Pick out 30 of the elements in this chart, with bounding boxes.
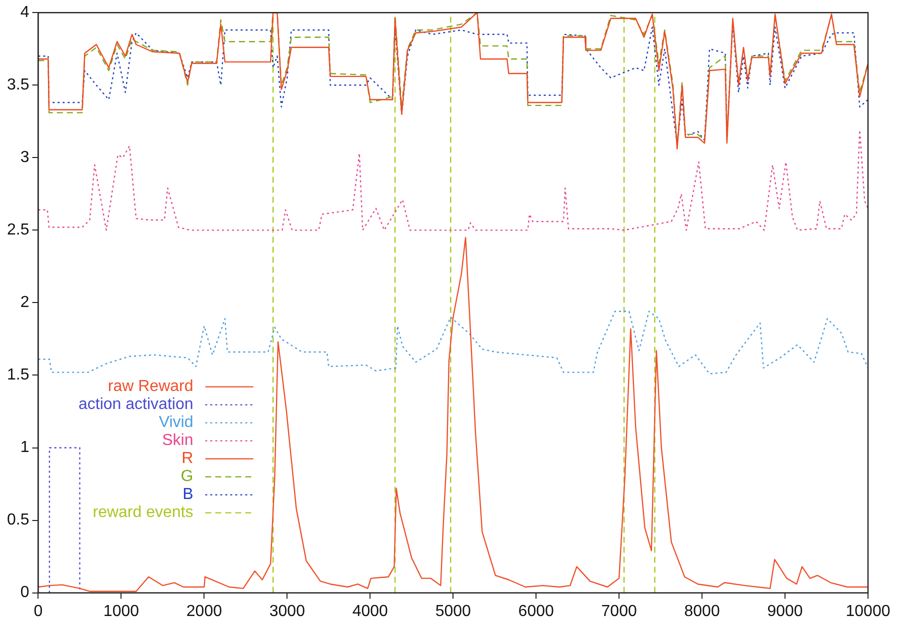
legend-label: B — [182, 486, 194, 504]
legend-label: raw Reward — [108, 378, 194, 396]
y-tick-label: 2 — [20, 294, 30, 312]
legend-label: R — [182, 450, 194, 468]
x-tick-label: 2000 — [186, 602, 222, 620]
x-tick-label: 9000 — [767, 602, 803, 620]
x-tick-label: 10000 — [846, 602, 890, 620]
y-tick-label: 0.5 — [6, 512, 30, 529]
x-tick-label: 8000 — [684, 602, 720, 620]
x-tick-label: 3000 — [269, 602, 306, 620]
y-tick-label: 4 — [20, 4, 30, 22]
y-tick-label: 3 — [20, 149, 30, 166]
x-tick-label: 4000 — [352, 602, 388, 620]
legend-label: G — [180, 468, 194, 486]
x-tick-label: 5000 — [435, 602, 472, 620]
y-tick-label: 2.5 — [6, 222, 30, 239]
y-tick-label: 1.5 — [6, 366, 30, 384]
y-tick-label: 1 — [20, 439, 30, 456]
legend-label: Skin — [162, 432, 194, 450]
legend-label: action activation — [78, 396, 194, 414]
x-tick-label: 7000 — [601, 602, 637, 620]
y-tick-label: 3.5 — [6, 76, 30, 94]
x-tick-label: 0 — [34, 602, 43, 620]
x-tick-label: 6000 — [518, 602, 554, 620]
x-tick-label: 1000 — [103, 602, 140, 620]
line-series — [38, 310, 868, 374]
y-tick-label: 0 — [20, 584, 30, 602]
legend-label: Vivid — [158, 414, 194, 432]
legend-label: reward events — [92, 504, 194, 522]
line-series — [38, 129, 868, 231]
